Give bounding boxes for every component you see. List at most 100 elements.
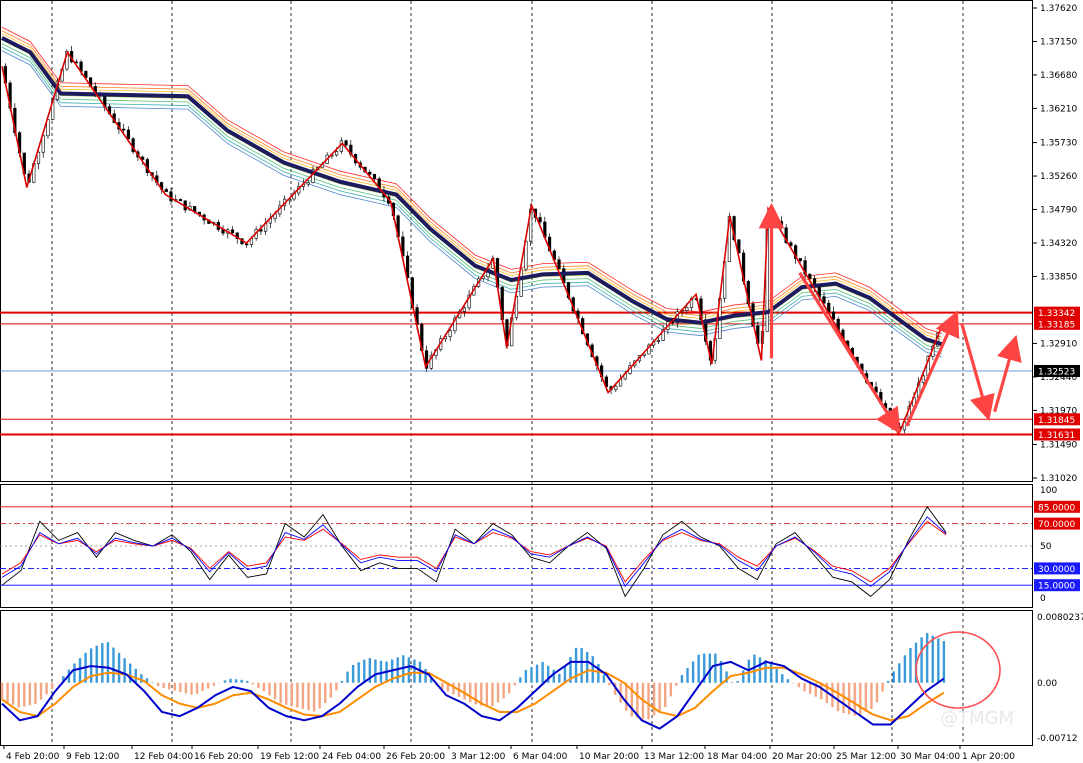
osc-level-tag-label: 85.0000 [1038, 503, 1075, 513]
macd-histogram-bar [691, 661, 695, 683]
candle-body [737, 239, 741, 254]
macd-histogram-bar [786, 679, 790, 683]
macd-histogram-bar [407, 657, 411, 683]
y-tick-label: 1.36210 [1040, 104, 1077, 114]
macd-histogram-bar [686, 668, 689, 683]
macd-histogram-bar [318, 682, 321, 709]
macd-histogram-bar [240, 679, 243, 683]
macd-scale-label: 0.00 [1037, 679, 1057, 689]
macd-histogram-bar [808, 682, 812, 694]
price-level-tag [1034, 428, 1080, 441]
macd-histogram-bar [190, 682, 193, 695]
macd-histogram-bar [0, 682, 4, 700]
macd-histogram-bar [563, 666, 567, 683]
candle-body [344, 140, 348, 146]
macd-histogram-bar [870, 682, 873, 710]
osc-level-tag-label: 30.0000 [1038, 565, 1075, 575]
candle-body [41, 135, 45, 153]
macd-histogram-bar [151, 682, 154, 683]
x-tick-label: 13 Mar 12:00 [644, 752, 704, 762]
macd-histogram-bar [842, 682, 845, 713]
macd-histogram-bar [246, 680, 249, 683]
x-tick-label: 9 Feb 12:00 [66, 752, 120, 762]
x-tick-label: 30 Mar 04:00 [900, 752, 960, 762]
macd-histogram-bar [324, 682, 327, 704]
candle-body [245, 243, 249, 246]
candle-body [921, 375, 925, 383]
x-tick-label: 25 Mar 12:00 [836, 752, 896, 762]
macd-histogram-bar [680, 675, 684, 683]
macd-histogram-bar [546, 665, 550, 683]
macd-histogram-bar [820, 682, 823, 700]
ma-ribbon-line [1, 50, 942, 358]
projection-arrows [758, 202, 1022, 435]
osc-level-tag [1034, 562, 1080, 575]
candle-body [235, 232, 239, 239]
macd-histogram-bar [234, 679, 238, 683]
x-tick-label: 1 Apr 20:00 [962, 752, 1015, 762]
macd-histogram-bar [909, 647, 912, 683]
candle-body [656, 340, 660, 342]
ma-ribbon-line [1, 26, 942, 334]
main-pane-frame [0, 0, 1033, 482]
macd-histogram-bar [463, 682, 466, 700]
macd-scale-label: 0.0080237 [1037, 613, 1083, 623]
zigzag [1, 50, 943, 437]
y-tick-label: 1.31970 [1040, 406, 1077, 416]
macd-histogram-bar [714, 653, 717, 683]
macd-histogram-bar [201, 682, 204, 692]
current-price-tag [1034, 364, 1080, 377]
macd-histogram-bar [669, 682, 672, 697]
macd-histogram-bar [636, 682, 639, 718]
macd-histogram-bar [658, 682, 661, 712]
macd-histogram-bar [591, 656, 594, 683]
macd-histogram-bar [95, 645, 98, 683]
macd-histogram-bar [34, 682, 37, 704]
macd-histogram-bar [446, 682, 450, 692]
candle-body [424, 350, 429, 369]
macd-histogram-bar [931, 635, 934, 683]
osc-scale-label: 100 [1040, 486, 1057, 496]
candle-body [794, 245, 798, 259]
candle-body [798, 258, 802, 261]
price-level-tag-label: 1.33185 [1038, 320, 1075, 330]
macd-histogram-bar [184, 682, 188, 694]
candle-body [784, 227, 788, 244]
macd-histogram-bar [864, 682, 868, 712]
macd-histogram-bar [73, 663, 76, 683]
x-tick-label: 16 Feb 20:00 [194, 752, 253, 762]
macd-histogram-bar [162, 682, 165, 689]
x-tick-label: 20 Mar 20:00 [772, 752, 832, 762]
candle-body [230, 229, 235, 234]
y-tick-label: 1.36680 [1040, 71, 1077, 81]
candle-body [36, 151, 41, 164]
macd-histogram-bar [368, 658, 372, 683]
macd-histogram-bar [730, 682, 734, 683]
macd-histogram-bar [775, 668, 778, 683]
macd-histogram-bar [608, 682, 611, 686]
ma-ribbon-line [1, 43, 942, 351]
macd-histogram-bar [886, 680, 890, 683]
y-tick-label: 1.31020 [1040, 474, 1077, 484]
macd-histogram-bar [781, 674, 784, 683]
x-tick-label: 4 Feb 20:00 [6, 752, 60, 762]
macd-histogram-bar [251, 682, 254, 685]
macd-histogram-bar [847, 682, 851, 715]
candle-body [164, 188, 168, 193]
macd-histogram-bar [212, 682, 215, 686]
macd-histogram-bar [56, 682, 59, 684]
candle-body [453, 317, 457, 332]
macd-histogram-bar [229, 678, 232, 683]
price-level-tag-label: 1.31631 [1038, 431, 1075, 441]
macd-histogram-bar [747, 659, 751, 683]
macd-histogram-bar [285, 682, 288, 705]
candle-body [126, 129, 131, 140]
macd-histogram-bar [17, 682, 20, 708]
macd-histogram-bar [742, 670, 745, 683]
macd-histogram-bar [764, 660, 767, 683]
macd-histogram-bar [6, 682, 9, 703]
macd-histogram-bar [719, 660, 723, 683]
candle-body [462, 307, 466, 312]
projection-arrow [960, 323, 995, 422]
macd-histogram-bar [106, 642, 110, 683]
